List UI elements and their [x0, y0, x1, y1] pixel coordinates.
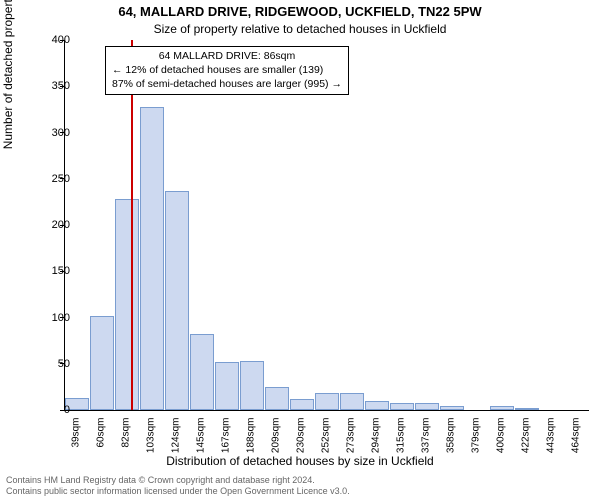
x-tick-label: 379sqm	[470, 418, 481, 458]
annotation-line-1: 64 MALLARD DRIVE: 86sqm	[112, 49, 342, 63]
histogram-bar	[390, 403, 414, 410]
y-tick-label: 300	[52, 127, 70, 139]
x-tick-label: 39sqm	[71, 418, 82, 458]
x-tick-label: 145sqm	[196, 418, 207, 458]
histogram-bar	[440, 406, 464, 410]
reference-line	[131, 40, 133, 410]
x-tick-label: 252sqm	[321, 418, 332, 458]
histogram-bar	[190, 334, 214, 410]
histogram-bar	[115, 199, 139, 410]
y-tick-label: 250	[52, 173, 70, 185]
x-tick-label: 188sqm	[246, 418, 257, 458]
x-tick-label: 230sqm	[296, 418, 307, 458]
histogram-bar	[315, 393, 339, 410]
histogram-bar	[365, 401, 389, 410]
y-tick-label: 100	[52, 312, 70, 324]
histogram-bar	[90, 316, 114, 410]
x-tick-label: 124sqm	[171, 418, 182, 458]
histogram-bar	[340, 393, 364, 410]
histogram-bar	[240, 361, 264, 410]
y-tick-label: 350	[52, 80, 70, 92]
footer-line-2: Contains public sector information licen…	[6, 486, 350, 498]
x-tick-label: 167sqm	[221, 418, 232, 458]
y-axis-label: Number of detached properties	[1, 0, 15, 149]
title-line-2: Size of property relative to detached ho…	[0, 22, 600, 36]
y-tick-label: 50	[58, 358, 70, 370]
y-tick-label: 150	[52, 265, 70, 277]
x-tick-label: 294sqm	[370, 418, 381, 458]
x-tick-label: 443sqm	[545, 418, 556, 458]
footer-line-1: Contains HM Land Registry data © Crown c…	[6, 475, 350, 487]
histogram-bar	[265, 387, 289, 410]
histogram-bar	[215, 362, 239, 410]
x-tick-label: 60sqm	[96, 418, 107, 458]
x-tick-label: 400sqm	[495, 418, 506, 458]
x-tick-label: 464sqm	[570, 418, 581, 458]
histogram-bar	[415, 403, 439, 410]
histogram-bar	[140, 107, 164, 410]
title-line-1: 64, MALLARD DRIVE, RIDGEWOOD, UCKFIELD, …	[0, 4, 600, 19]
histogram-bar	[515, 408, 539, 410]
x-tick-label: 103sqm	[146, 418, 157, 458]
annotation-line-2: ← 12% of detached houses are smaller (13…	[112, 63, 342, 77]
x-tick-label: 273sqm	[345, 418, 356, 458]
annotation-line-3: 87% of semi-detached houses are larger (…	[112, 77, 342, 91]
x-tick-label: 82sqm	[121, 418, 132, 458]
x-tick-label: 315sqm	[395, 418, 406, 458]
x-tick-label: 209sqm	[271, 418, 282, 458]
x-tick-label: 358sqm	[445, 418, 456, 458]
x-tick-label: 337sqm	[420, 418, 431, 458]
chart-container: 64, MALLARD DRIVE, RIDGEWOOD, UCKFIELD, …	[0, 0, 600, 500]
histogram-bar	[490, 406, 514, 410]
y-tick-label: 400	[52, 34, 70, 46]
y-tick-label: 200	[52, 219, 70, 231]
footer: Contains HM Land Registry data © Crown c…	[6, 475, 350, 498]
histogram-bar	[290, 399, 314, 410]
histogram-bar	[165, 191, 189, 410]
annotation-box: 64 MALLARD DRIVE: 86sqm ← 12% of detache…	[105, 46, 349, 95]
y-tick-label: 0	[64, 404, 70, 416]
chart-area: 64 MALLARD DRIVE: 86sqm ← 12% of detache…	[64, 40, 589, 411]
x-tick-label: 422sqm	[520, 418, 531, 458]
